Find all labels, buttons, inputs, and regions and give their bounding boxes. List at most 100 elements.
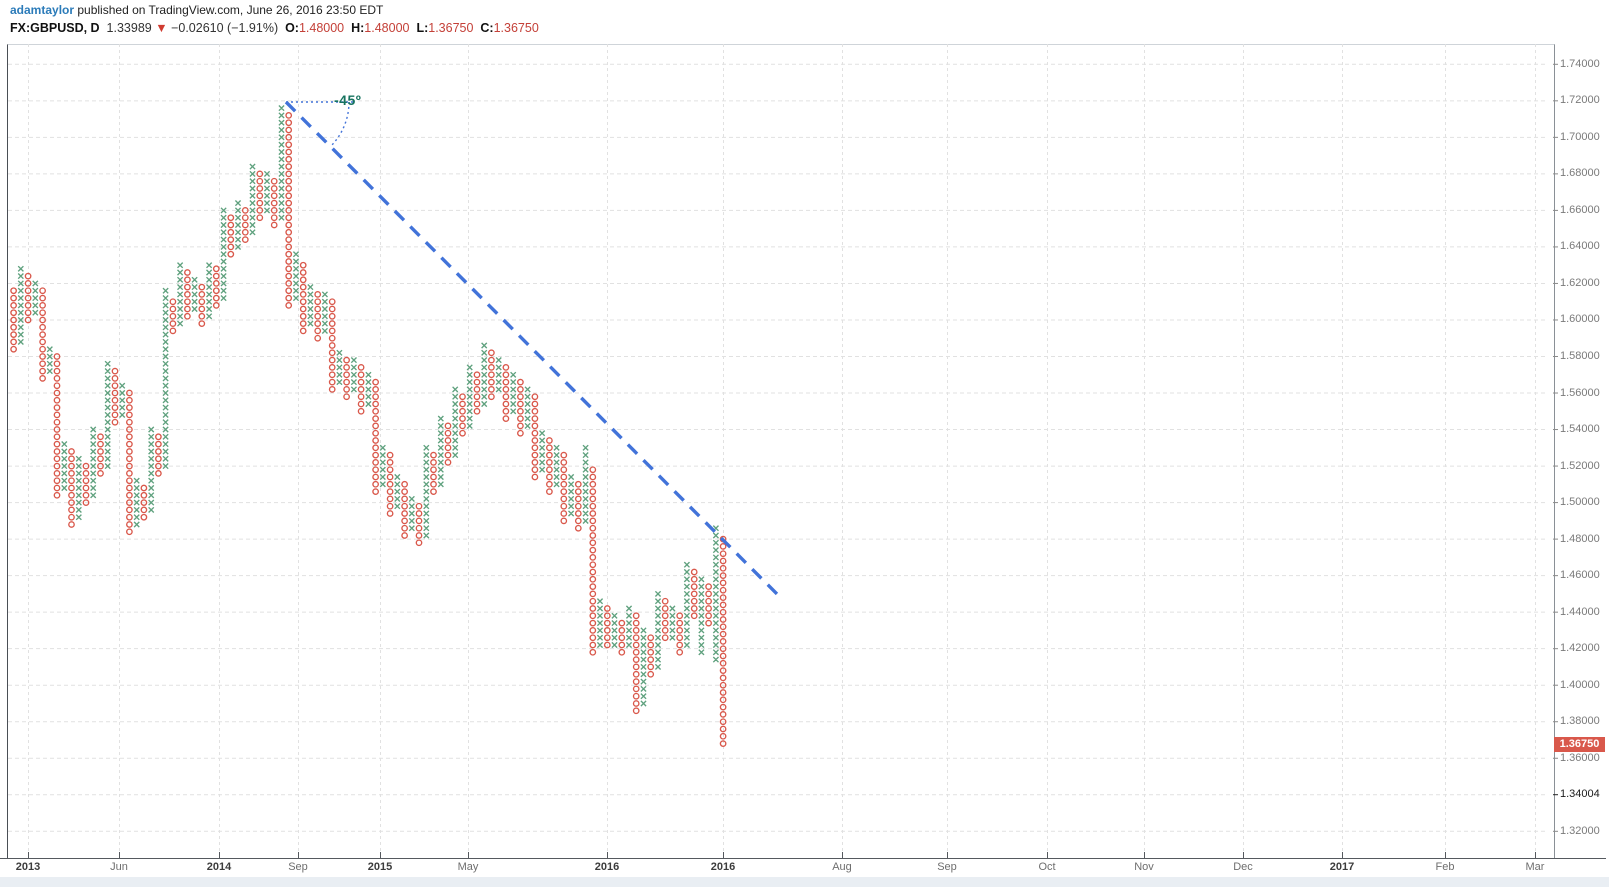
pnf-column-down[interactable] <box>314 291 322 342</box>
pnf-column-up[interactable] <box>75 455 82 521</box>
pnf-column-down[interactable] <box>82 462 90 506</box>
pnf-column-down[interactable] <box>661 597 669 642</box>
pnf-column-up[interactable] <box>191 276 198 313</box>
pnf-column-up[interactable] <box>683 561 690 649</box>
pnf-column-up[interactable] <box>423 444 430 539</box>
pnf-column-down[interactable] <box>299 261 307 335</box>
pnf-column-up[interactable] <box>365 371 372 408</box>
pnf-column-down[interactable] <box>111 367 119 426</box>
pnf-column-up[interactable] <box>640 627 647 707</box>
pnf-column-up[interactable] <box>32 280 39 316</box>
pnf-column-down[interactable] <box>10 287 17 353</box>
pnf-column-down[interactable] <box>502 364 510 422</box>
pnf-column-down[interactable] <box>647 634 655 678</box>
pnf-column-down[interactable] <box>401 480 408 539</box>
chart-pane[interactable] <box>7 44 1555 859</box>
pnf-column-up[interactable] <box>553 444 560 488</box>
pnf-column-down[interactable] <box>97 433 104 477</box>
pnf-column-up[interactable] <box>162 287 169 470</box>
pnf-column-down[interactable] <box>343 356 350 401</box>
pnf-column-down[interactable] <box>169 298 177 335</box>
pnf-column-up[interactable] <box>17 265 24 345</box>
pnf-column-up[interactable] <box>582 444 589 524</box>
pnf-column-down[interactable] <box>560 451 568 525</box>
pnf-column-up[interactable] <box>206 262 213 320</box>
pnf-column-up[interactable] <box>234 200 242 250</box>
pnf-column-down[interactable] <box>53 353 61 499</box>
pnf-column-up[interactable] <box>568 473 575 517</box>
author-link[interactable]: adamtaylor <box>10 3 75 17</box>
pnf-column-up[interactable] <box>249 163 256 236</box>
pnf-column-down[interactable] <box>357 364 365 415</box>
pnf-column-down[interactable] <box>270 177 278 229</box>
pnf-column-up[interactable] <box>452 386 459 459</box>
pnf-column-down[interactable] <box>705 583 712 627</box>
pnf-column-up[interactable] <box>596 598 604 649</box>
pnf-column-down[interactable] <box>256 170 264 222</box>
pnf-column-up[interactable] <box>654 590 662 670</box>
pnf-column-down[interactable] <box>386 451 394 517</box>
pnf-column-down[interactable] <box>155 433 162 477</box>
pnf-column-down[interactable] <box>473 371 481 415</box>
symbol-name[interactable]: FX:GBPUSD, D <box>10 21 100 35</box>
pnf-column-down[interactable] <box>415 502 423 547</box>
pnf-column-up[interactable] <box>495 357 502 393</box>
pnf-column-up[interactable] <box>625 605 633 649</box>
pnf-column-down[interactable] <box>546 437 553 495</box>
pnf-column-down[interactable] <box>517 378 524 437</box>
pnf-column-down[interactable] <box>459 393 466 437</box>
pnf-column-up[interactable] <box>177 262 184 327</box>
pnf-column-down[interactable] <box>719 535 727 747</box>
pnf-column-up[interactable] <box>712 525 719 663</box>
pnf-column-down[interactable] <box>632 612 640 715</box>
pnf-column-down[interactable] <box>488 349 495 401</box>
pnf-column-down[interactable] <box>140 484 148 521</box>
pnf-column-down[interactable] <box>690 568 698 620</box>
pnf-column-down[interactable] <box>531 393 539 481</box>
pnf-column-up[interactable] <box>90 426 97 499</box>
pnf-column-up[interactable] <box>336 349 343 386</box>
pnf-column-up[interactable] <box>119 382 126 418</box>
pnf-column-up[interactable] <box>669 605 676 641</box>
pnf-column-up[interactable] <box>133 477 140 528</box>
pnf-column-down[interactable] <box>285 112 293 309</box>
trendline[interactable] <box>284 100 783 600</box>
pnf-column-down[interactable] <box>603 605 611 649</box>
pnf-column-down[interactable] <box>68 448 75 528</box>
pnf-column-down[interactable] <box>184 269 191 320</box>
pnf-column-up[interactable] <box>524 386 531 429</box>
pnf-column-down[interactable] <box>241 207 249 243</box>
pnf-column-down[interactable] <box>227 214 235 258</box>
pnf-column-up[interactable] <box>611 612 618 649</box>
pnf-column-up[interactable] <box>307 284 314 327</box>
pnf-column-down[interactable] <box>444 422 452 466</box>
angle-label[interactable]: -45º <box>334 92 362 108</box>
pnf-column-down[interactable] <box>676 612 684 656</box>
pnf-column-down[interactable] <box>574 480 582 532</box>
pnf-column-down[interactable] <box>328 298 336 393</box>
pnf-column-up[interactable] <box>698 576 705 656</box>
pnf-column-up[interactable] <box>220 207 227 302</box>
pnf-column-up[interactable] <box>350 357 357 393</box>
pnf-column-down[interactable] <box>198 283 206 327</box>
pnf-column-down[interactable] <box>589 466 597 656</box>
pnf-column-up[interactable] <box>263 170 271 214</box>
pnf-column-up[interactable] <box>278 105 285 221</box>
pnf-column-up[interactable] <box>408 495 415 532</box>
pnf-column-up[interactable] <box>466 364 473 429</box>
pnf-column-up[interactable] <box>61 441 68 492</box>
pnf-column-up[interactable] <box>104 360 111 470</box>
pnf-column-up[interactable] <box>394 473 401 510</box>
pnf-column-down[interactable] <box>24 272 32 324</box>
pnf-column-up[interactable] <box>437 415 444 488</box>
pnf-column-up[interactable] <box>321 291 328 334</box>
pnf-column-up[interactable] <box>510 371 517 415</box>
pnf-column-down[interactable] <box>39 287 46 382</box>
pnf-column-down[interactable] <box>126 389 133 536</box>
pnf-column-down[interactable] <box>618 619 626 656</box>
pnf-column-down[interactable] <box>212 265 220 309</box>
pnf-column-down[interactable] <box>372 378 379 495</box>
pnf-column-down[interactable] <box>430 451 437 495</box>
pnf-column-up[interactable] <box>148 426 155 513</box>
pnf-column-up[interactable] <box>292 251 300 302</box>
